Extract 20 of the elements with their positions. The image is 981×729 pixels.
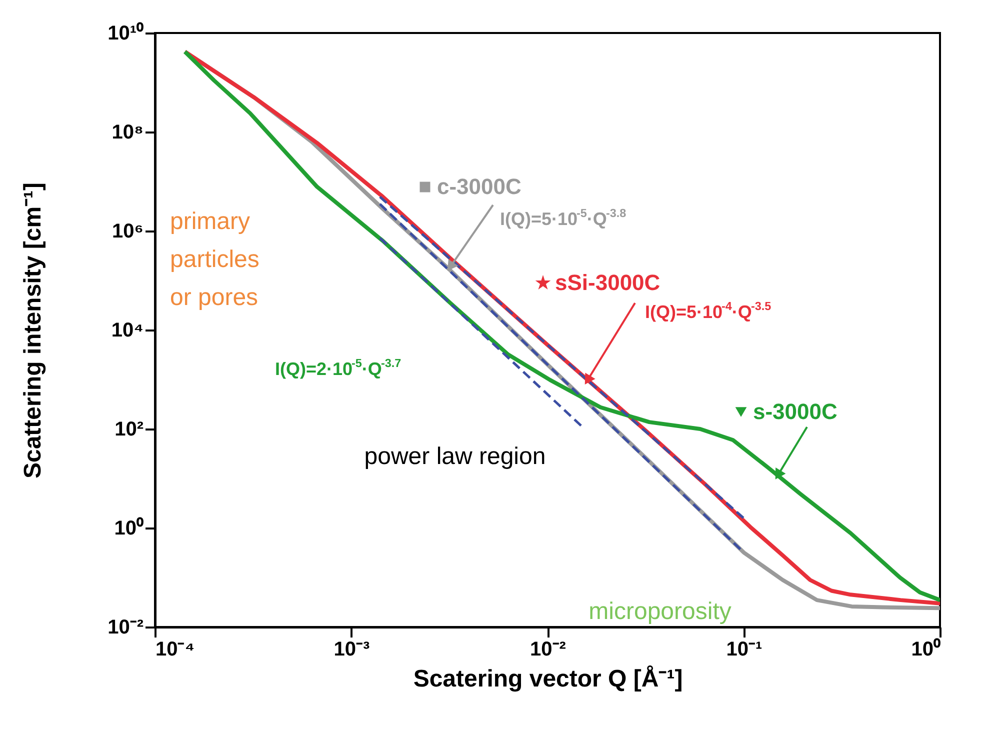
y-tick-label: 10¹⁰ xyxy=(108,22,144,44)
y-tick-label: 10⁸ xyxy=(112,122,144,144)
legend-label: c-3000C xyxy=(437,174,522,199)
y-tick-label: 10⁶ xyxy=(112,220,144,242)
x-tick-label: 10⁰ xyxy=(911,638,940,660)
annotation: power law region xyxy=(364,443,546,470)
x-tick-label: 10⁻⁴ xyxy=(156,638,195,660)
x-tick-label: 10⁻² xyxy=(530,638,566,660)
y-axis-title: Scattering intensity [cm⁻¹] xyxy=(20,182,47,479)
y-tick-label: 10⁴ xyxy=(111,320,144,342)
legend-label: sSi-3000C xyxy=(555,270,660,295)
annotation: microporosity xyxy=(588,598,732,625)
x-tick-label: 10⁻¹ xyxy=(726,638,763,660)
legend-label: s-3000C xyxy=(753,399,838,424)
x-tick-label: 10⁻³ xyxy=(334,638,370,660)
x-axis-title: Scatering vector Q [Å⁻¹] xyxy=(413,664,683,692)
annotation: primary particles or pores xyxy=(170,208,260,311)
y-tick-label: 10² xyxy=(114,418,144,440)
y-tick-label: 10⁻² xyxy=(108,616,144,638)
y-tick-label: 10⁰ xyxy=(114,516,144,540)
